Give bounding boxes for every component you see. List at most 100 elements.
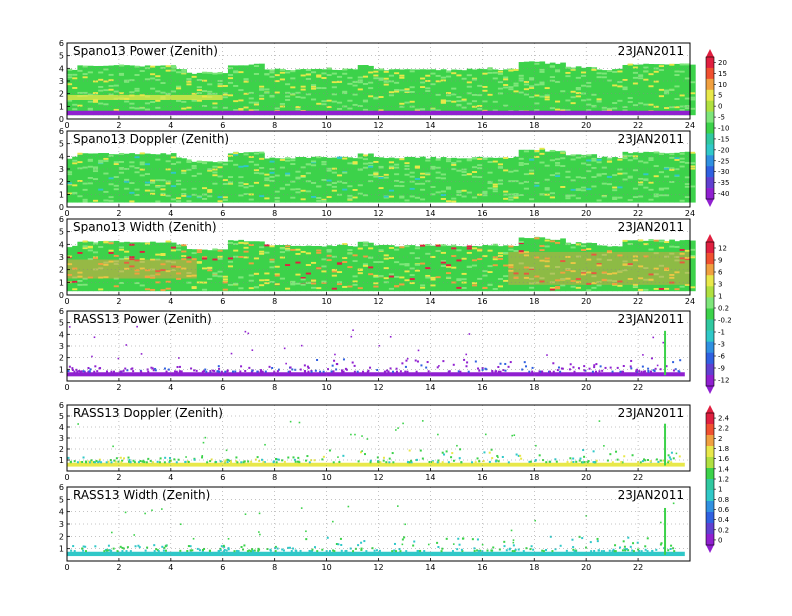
echo-column (92, 65, 99, 116)
echo-column (612, 157, 618, 203)
rass-point (426, 361, 429, 364)
echo-cell (399, 195, 405, 198)
echo-cell (113, 285, 119, 288)
rass-point (298, 461, 301, 464)
rass-point (246, 550, 249, 553)
rass-point (636, 368, 639, 371)
echo-cell (555, 162, 561, 164)
rass-point (180, 370, 183, 373)
echo-cell (430, 165, 436, 168)
echo-cell (196, 89, 202, 92)
rass-point (179, 549, 182, 552)
rass-point (333, 550, 336, 553)
echo-column (648, 152, 655, 203)
rass-point (452, 363, 455, 366)
rass-point (551, 550, 554, 553)
y-tick-label: 0 (59, 115, 64, 124)
echo-cell (207, 83, 213, 86)
x-tick-label: 8 (272, 209, 277, 218)
echo-cell (191, 258, 197, 261)
echo-cell (508, 266, 514, 269)
echo-cell (513, 69, 519, 71)
echo-cell (523, 93, 530, 96)
x-tick-label: 16 (477, 209, 487, 218)
rass-point (310, 370, 313, 373)
echo-cell (217, 72, 223, 74)
rass-point (342, 454, 345, 457)
rass-point (227, 547, 230, 550)
echo-cell (196, 249, 202, 252)
rass-point (486, 549, 489, 552)
rass-point (134, 545, 137, 548)
echo-cell (690, 162, 696, 165)
rass-point (201, 455, 204, 457)
echo-cell (300, 88, 306, 91)
echo-cell (466, 191, 472, 194)
rass-point (112, 445, 114, 448)
echo-cell (300, 198, 306, 201)
echo-cell (347, 194, 353, 197)
echo-cell (347, 107, 353, 110)
rass-point (545, 461, 548, 464)
rass-point (662, 459, 665, 462)
echo-cell (658, 187, 665, 190)
echo-cell (555, 172, 561, 175)
rass-point (456, 548, 459, 551)
rass-point (164, 456, 167, 459)
echo-cell (331, 171, 337, 174)
echo-column (72, 69, 78, 116)
echo-cell (648, 248, 654, 251)
echo-cell (129, 79, 135, 82)
rass-point (163, 546, 166, 549)
echo-column (690, 64, 696, 116)
x-tick-label: 16 (477, 383, 487, 392)
rass-point (223, 550, 226, 553)
echo-cell (98, 159, 104, 162)
rass-point (288, 546, 291, 549)
echo-cell (72, 108, 78, 111)
echo-column (435, 70, 442, 116)
echo-cell (378, 187, 384, 190)
rass-point (393, 549, 396, 552)
echo-cell (492, 288, 498, 290)
x-tick-label: 24 (685, 297, 695, 306)
rass-point (565, 549, 568, 552)
echo-cell (144, 181, 151, 184)
rass-point (481, 368, 484, 371)
colorbar-segment (706, 122, 714, 134)
echo-column (643, 63, 649, 116)
echo-column (347, 157, 354, 203)
echo-cell (409, 252, 415, 255)
echo-column (586, 242, 592, 292)
echo-cell (108, 88, 114, 91)
y-tick-label: 1 (59, 545, 64, 554)
rass-point (79, 461, 82, 464)
echo-cell (440, 76, 446, 79)
echo-cell (305, 252, 312, 255)
rass-point (120, 370, 123, 373)
rass-point (408, 449, 411, 452)
echo-cell (627, 263, 633, 266)
echo-cell (632, 71, 639, 74)
echo-cell (207, 195, 213, 198)
rass-point (231, 370, 234, 373)
echo-cell (508, 269, 514, 272)
echo-cell (445, 265, 452, 268)
rass-point (517, 454, 520, 457)
echo-cell (497, 92, 504, 95)
rass-point (78, 370, 81, 373)
echo-column (129, 153, 135, 203)
rass-point (389, 367, 392, 370)
rass-point (499, 362, 502, 365)
rass-point (678, 455, 681, 458)
rass-point (608, 549, 611, 552)
echo-cell (201, 162, 208, 165)
rass-point (157, 550, 160, 553)
echo-cell (295, 108, 301, 111)
echo-column (212, 249, 219, 292)
echo-cell (679, 157, 685, 160)
echo-column (399, 158, 405, 203)
echo-cell (212, 174, 218, 177)
rass-point (337, 456, 339, 458)
echo-cell (627, 175, 633, 178)
